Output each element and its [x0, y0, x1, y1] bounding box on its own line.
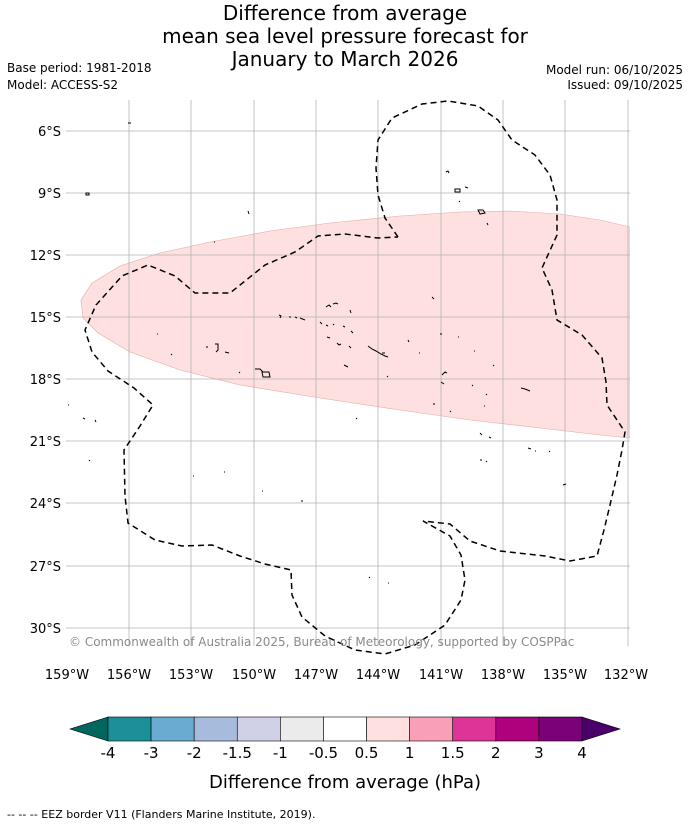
anomaly-region: [80, 210, 630, 439]
model-run: Model run: 06/10/2025: [545, 63, 683, 77]
lat-label-6s: 6°S: [38, 125, 61, 140]
lon-label-135w: 135°W: [543, 668, 587, 683]
colorbar-label: Difference from average (hPa): [209, 772, 481, 793]
lon-label-144w: 144°W: [356, 668, 400, 683]
issued-date: Issued: 09/10/2025: [567, 78, 683, 92]
lat-label-18s: 18°S: [30, 373, 61, 388]
grid-lines: [66, 100, 630, 646]
lat-label-27s: 27°S: [30, 560, 61, 575]
lon-label-156w: 156°W: [107, 668, 151, 683]
lon-label-150w: 150°W: [232, 668, 276, 683]
lon-label-147w: 147°W: [294, 668, 338, 683]
colorbar-tick-label: -1.5: [223, 744, 252, 762]
base-period: Base period: 1981-2018: [7, 61, 152, 75]
colorbar-tick-label: 2: [491, 744, 501, 762]
colorbar-bin: [366, 716, 410, 742]
lat-label-15s: 15°S: [30, 311, 61, 326]
colorbar-tick-label: 4: [577, 744, 587, 762]
lat-label-21s: 21°S: [30, 435, 61, 450]
colorbar-bin: [236, 716, 281, 742]
title-line-2: mean sea level pressure forecast for: [162, 24, 528, 48]
eez-border: [84, 100, 626, 655]
colorbar-bin: [150, 716, 195, 742]
lat-label-24s: 24°S: [30, 497, 61, 512]
colorbar-tick-label: -2: [187, 744, 202, 762]
colorbar: -4 -3 -2 -1.5 -1 -0.5 0.5 1 1.5 2 3 4: [69, 716, 621, 762]
lon-label-159w: 159°W: [45, 668, 89, 683]
colorbar-bin: [538, 716, 583, 742]
lon-label-138w: 138°W: [481, 668, 525, 683]
colorbar-high-extension: [581, 716, 621, 742]
colorbar-bin: [280, 716, 324, 742]
colorbar-tick-label: 0.5: [355, 744, 379, 762]
colorbar-bin: [193, 716, 238, 742]
colorbar-bin: [107, 716, 152, 742]
colorbar-bin: [495, 716, 540, 742]
colorbar-low-extension: [69, 716, 109, 742]
islands: [68, 122, 567, 584]
lat-label-12s: 12°S: [30, 249, 61, 264]
colorbar-tick-label: -3: [144, 744, 159, 762]
colorbar-bin: [452, 716, 497, 742]
colorbar-tick-label: 3: [534, 744, 544, 762]
colorbar-tick-label: -0.5: [309, 744, 338, 762]
title-line-1: Difference from average: [222, 1, 468, 25]
lat-label-9s: 9°S: [38, 187, 61, 202]
colorbar-tick-label: -1: [273, 744, 288, 762]
colorbar-bin: [323, 716, 367, 742]
eez-legend: -- -- -- EEZ border V11 (Flanders Marine…: [7, 808, 316, 821]
lat-label-30s: 30°S: [30, 622, 61, 637]
copyright-text: © Commonwealth of Australia 2025, Bureau…: [69, 635, 574, 649]
lon-label-141w: 141°W: [419, 668, 463, 683]
model-name: Model: ACCESS-S2: [7, 78, 119, 92]
colorbar-tick-label: -4: [101, 744, 116, 762]
colorbar-bin: [409, 716, 454, 742]
title-line-3: January to March 2026: [231, 47, 459, 71]
lon-label-132w: 132°W: [604, 668, 648, 683]
lon-label-153w: 153°W: [169, 668, 213, 683]
colorbar-tick-label: 1: [405, 744, 415, 762]
colorbar-tick-label: 1.5: [441, 744, 465, 762]
